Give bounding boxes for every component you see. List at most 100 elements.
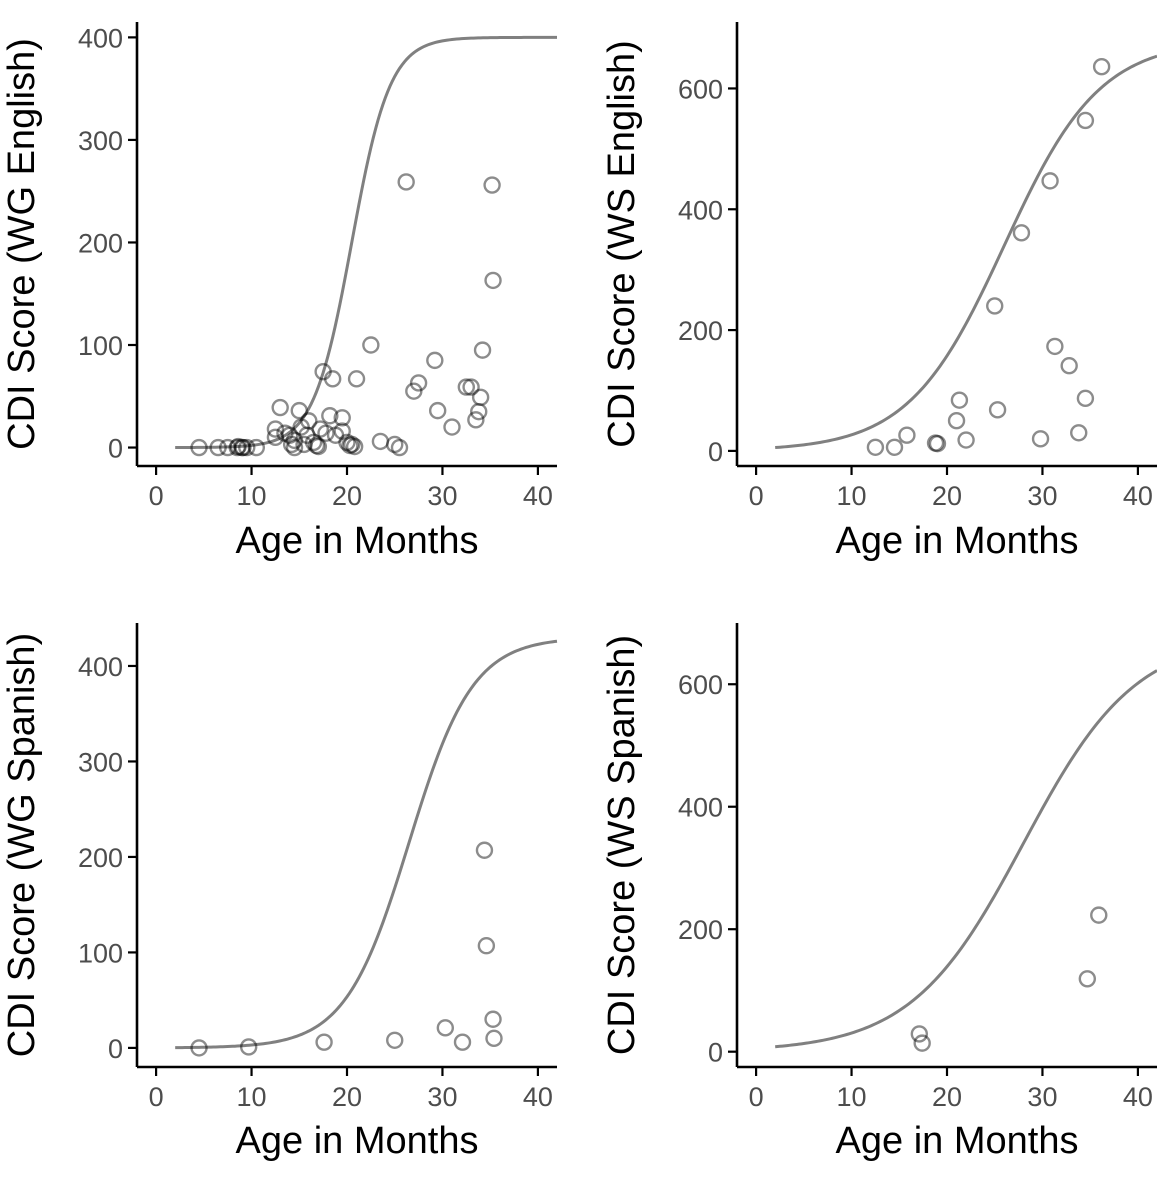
y-tick-label: 0 bbox=[108, 434, 123, 464]
y-axis-title: CDI Score (WS Spanish) bbox=[601, 635, 643, 1055]
y-tick-label: 400 bbox=[78, 23, 123, 53]
x-tick-label: 20 bbox=[332, 1082, 362, 1112]
data-point bbox=[311, 420, 329, 438]
x-tick-label: 20 bbox=[932, 1082, 962, 1112]
data-point bbox=[309, 437, 328, 456]
data-point bbox=[341, 436, 359, 455]
data-point bbox=[483, 176, 501, 194]
data-point bbox=[229, 437, 247, 456]
data-point bbox=[390, 438, 409, 457]
data-point bbox=[1090, 906, 1108, 924]
data-point bbox=[473, 341, 492, 359]
data-point bbox=[271, 398, 289, 417]
y-tick-label: 400 bbox=[678, 793, 723, 823]
data-point bbox=[898, 426, 916, 444]
y-tick-label: 200 bbox=[78, 843, 123, 873]
x-axis-title: Age in Months bbox=[236, 1120, 479, 1162]
data-point bbox=[926, 434, 945, 452]
data-point bbox=[304, 433, 323, 452]
fitted-curve bbox=[775, 54, 1157, 450]
data-point bbox=[1092, 58, 1111, 76]
y-tick-label: 100 bbox=[78, 938, 123, 968]
data-point bbox=[405, 382, 423, 400]
data-point bbox=[947, 411, 966, 430]
data-point bbox=[276, 424, 294, 442]
data-point bbox=[928, 434, 947, 453]
fitted-curve bbox=[175, 35, 557, 449]
data-point bbox=[307, 436, 326, 455]
data-point bbox=[470, 402, 488, 421]
y-tick-label: 600 bbox=[678, 670, 723, 700]
x-tick-label: 0 bbox=[149, 481, 164, 511]
data-point bbox=[913, 1034, 931, 1052]
data-point bbox=[467, 411, 485, 429]
data-point bbox=[443, 418, 461, 436]
data-point bbox=[1076, 111, 1095, 130]
fitted-curve bbox=[175, 639, 558, 1050]
y-tick-label: 200 bbox=[678, 316, 723, 346]
y-axis-title: CDI Score (WS English) bbox=[601, 40, 643, 448]
data-point bbox=[315, 1033, 333, 1051]
x-axis-title: Age in Months bbox=[836, 520, 1079, 562]
x-tick-label: 0 bbox=[149, 1082, 164, 1112]
data-point bbox=[234, 438, 252, 457]
data-point bbox=[428, 401, 447, 420]
data-point bbox=[338, 433, 356, 452]
data-point bbox=[314, 362, 332, 381]
data-point bbox=[298, 426, 316, 444]
data-point bbox=[475, 841, 494, 859]
data-point bbox=[453, 1033, 472, 1051]
data-point bbox=[190, 1039, 208, 1057]
data-point bbox=[343, 435, 361, 454]
data-point bbox=[866, 438, 885, 456]
data-point bbox=[266, 420, 285, 438]
data-point bbox=[386, 1031, 404, 1049]
x-tick-label: 30 bbox=[427, 481, 457, 511]
data-point bbox=[484, 271, 502, 290]
y-tick-label: 400 bbox=[678, 195, 723, 225]
data-point bbox=[333, 422, 351, 440]
y-axis-title: CDI Score (WG English) bbox=[1, 38, 43, 450]
data-point bbox=[290, 401, 308, 420]
y-tick-label: 0 bbox=[708, 437, 723, 467]
data-point bbox=[1060, 357, 1078, 375]
x-tick-label: 30 bbox=[427, 1082, 457, 1112]
data-point bbox=[285, 438, 304, 457]
data-point bbox=[239, 1038, 258, 1056]
x-axis-title: Age in Months bbox=[836, 1120, 1079, 1162]
x-tick-label: 40 bbox=[523, 481, 553, 511]
data-point bbox=[426, 351, 444, 370]
y-tick-label: 200 bbox=[678, 915, 723, 945]
data-point bbox=[266, 428, 285, 446]
x-tick-label: 40 bbox=[1123, 1082, 1153, 1112]
data-point bbox=[209, 438, 227, 457]
data-point bbox=[247, 438, 266, 457]
x-tick-label: 40 bbox=[1123, 481, 1153, 511]
data-point bbox=[477, 937, 496, 955]
data-point bbox=[371, 432, 390, 451]
y-tick-label: 600 bbox=[678, 74, 723, 104]
x-tick-label: 10 bbox=[837, 481, 867, 511]
data-point bbox=[1031, 430, 1050, 448]
data-point bbox=[1046, 337, 1064, 356]
data-point bbox=[345, 437, 364, 456]
data-point bbox=[386, 435, 404, 454]
data-point bbox=[1076, 389, 1095, 408]
data-point bbox=[471, 388, 490, 406]
x-tick-label: 0 bbox=[749, 1082, 764, 1112]
data-point bbox=[190, 438, 208, 457]
y-tick-label: 0 bbox=[708, 1038, 723, 1068]
data-point bbox=[1070, 424, 1088, 442]
data-point bbox=[282, 435, 301, 454]
data-point bbox=[238, 438, 256, 457]
data-point bbox=[326, 426, 345, 444]
data-point bbox=[484, 1010, 502, 1028]
x-tick-label: 10 bbox=[237, 1082, 267, 1112]
data-point bbox=[397, 173, 415, 191]
y-tick-label: 0 bbox=[108, 1034, 123, 1064]
data-point bbox=[321, 407, 339, 425]
x-tick-label: 30 bbox=[1027, 481, 1057, 511]
